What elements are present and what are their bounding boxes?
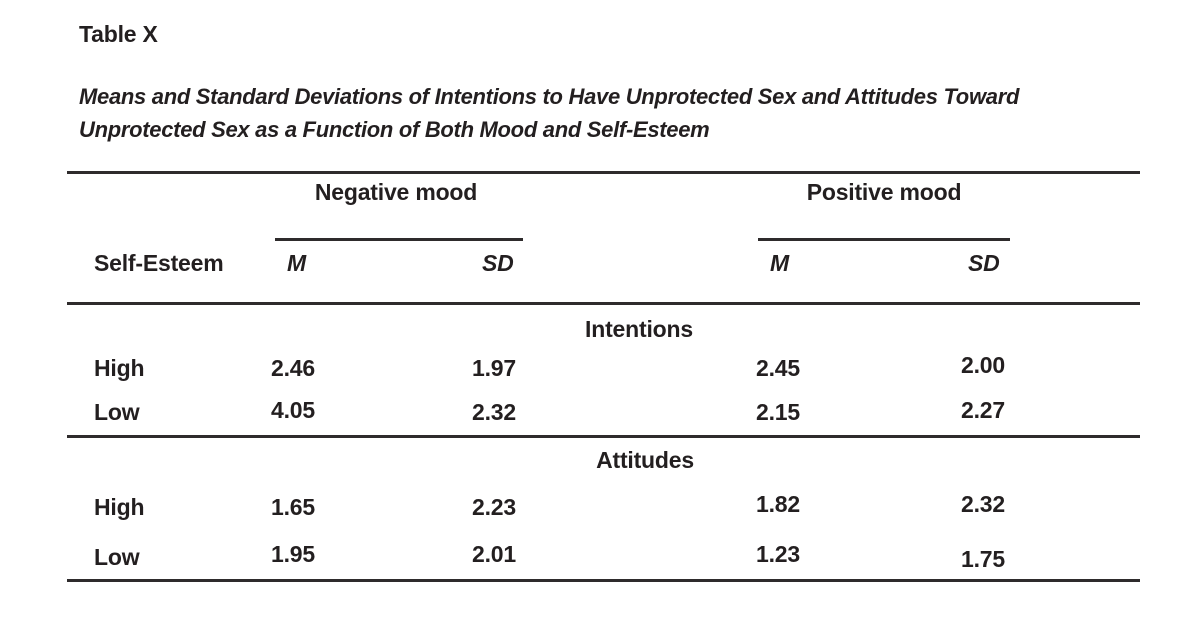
col-header-sd-negative: SD — [482, 250, 514, 276]
table-rule-between-sections — [67, 435, 1140, 438]
cell-attitudes-low-negative-sd: 2.01 — [472, 541, 516, 567]
section-header-intentions: Intentions — [585, 316, 693, 342]
stub-header-self-esteem: Self-Esteem — [94, 250, 224, 276]
col-header-m-negative: M — [287, 250, 306, 276]
spanner-rule-negative-mood — [275, 238, 523, 241]
spanner-label-negative-mood: Negative mood — [314, 179, 478, 205]
cell-attitudes-high-positive-m: 1.82 — [756, 491, 800, 517]
spanner-rule-positive-mood — [758, 238, 1010, 241]
table-rule-top — [67, 171, 1140, 174]
spanner-label-positive-mood: Positive mood — [806, 179, 962, 205]
col-header-sd-positive: SD — [968, 250, 1000, 276]
cell-intentions-high-negative-sd: 1.97 — [472, 355, 516, 381]
row-label-low: Low — [94, 544, 140, 570]
table-rule-below-header — [67, 302, 1140, 305]
cell-intentions-low-negative-m: 4.05 — [271, 397, 315, 423]
section-header-attitudes: Attitudes — [596, 447, 694, 473]
cell-attitudes-low-negative-m: 1.95 — [271, 541, 315, 567]
table-number-label: Table X — [79, 21, 158, 47]
table-title-line-1: Means and Standard Deviations of Intenti… — [79, 84, 1020, 109]
row-label-high: High — [94, 494, 145, 520]
cell-attitudes-low-positive-sd: 1.75 — [961, 546, 1005, 572]
cell-intentions-high-positive-sd: 2.00 — [961, 352, 1005, 378]
row-label-low: Low — [94, 399, 140, 425]
row-label-high: High — [94, 355, 145, 381]
table-title-line-2: Unprotected Sex as a Function of Both Mo… — [79, 117, 710, 142]
cell-attitudes-high-negative-sd: 2.23 — [472, 494, 516, 520]
cell-intentions-low-negative-sd: 2.32 — [472, 399, 516, 425]
table-rule-bottom — [67, 579, 1140, 582]
cell-intentions-high-positive-m: 2.45 — [756, 355, 800, 381]
cell-intentions-low-positive-sd: 2.27 — [961, 397, 1005, 423]
cell-intentions-low-positive-m: 2.15 — [756, 399, 800, 425]
cell-attitudes-high-positive-sd: 2.32 — [961, 491, 1005, 517]
cell-attitudes-high-negative-m: 1.65 — [271, 494, 315, 520]
col-header-m-positive: M — [770, 250, 789, 276]
cell-attitudes-low-positive-m: 1.23 — [756, 541, 800, 567]
cell-intentions-high-negative-m: 2.46 — [271, 355, 315, 381]
